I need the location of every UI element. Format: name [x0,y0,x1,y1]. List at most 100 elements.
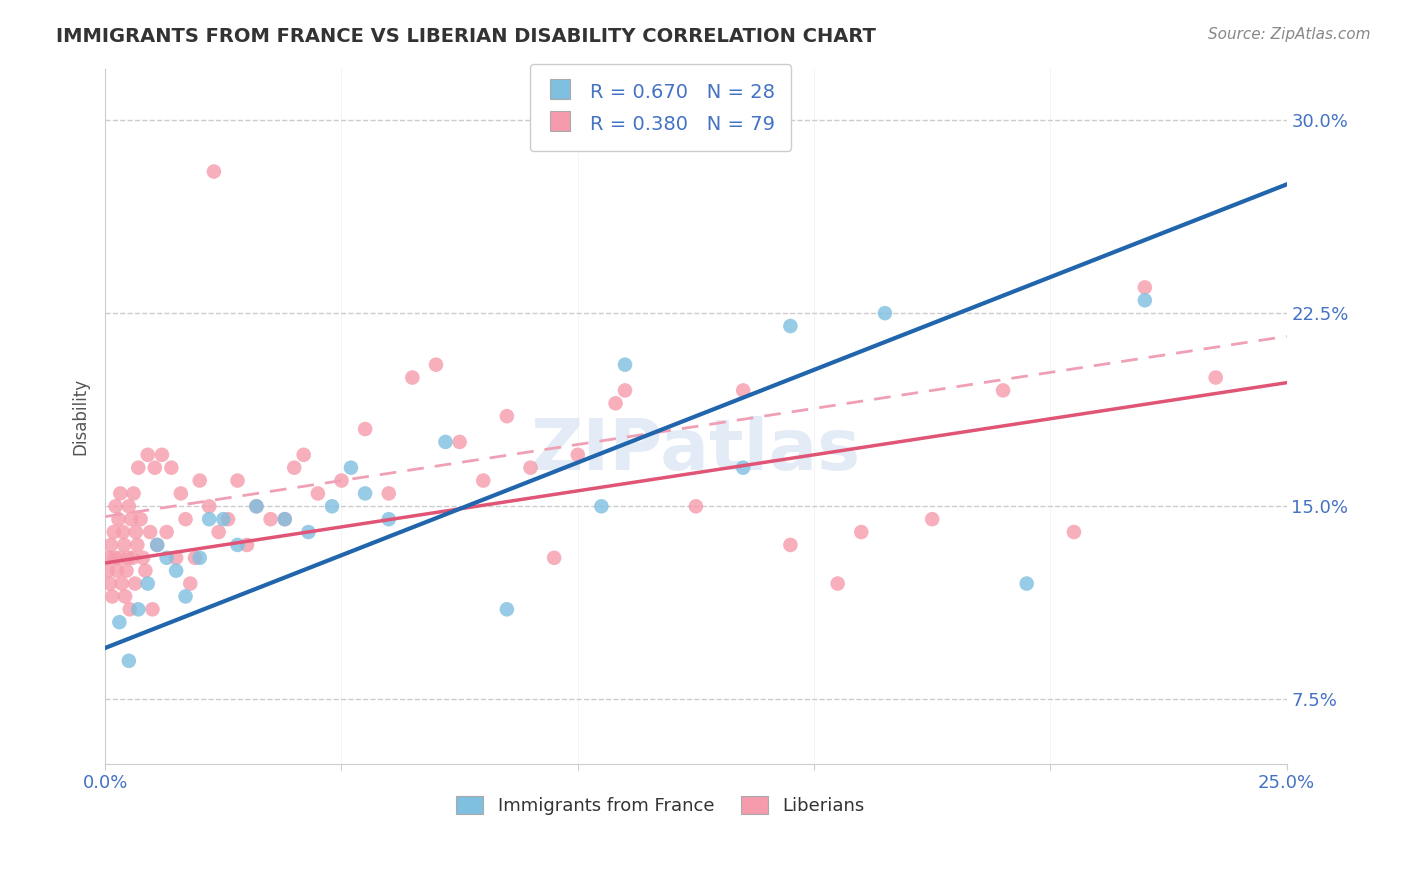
Point [297,524,319,539]
Point [174,512,197,526]
Point [165,564,187,578]
Point [1015,576,1038,591]
Point [354,422,377,436]
Text: IMMIGRANTS FROM FRANCE VS LIBERIAN DISABILITY CORRELATION CHART: IMMIGRANTS FROM FRANCE VS LIBERIAN DISAB… [56,27,876,45]
Point [136,448,159,462]
Point [107,512,129,526]
Point [198,500,221,514]
Point [114,590,136,604]
Point [188,550,211,565]
Point [129,512,152,526]
Point [105,564,128,578]
Point [104,550,127,565]
Y-axis label: Disability: Disability [72,377,89,455]
Point [134,564,156,578]
Point [434,434,457,449]
Point [124,576,146,591]
Point [274,512,297,526]
Point [779,538,801,552]
Point [120,512,142,526]
Point [217,512,239,526]
Point [143,460,166,475]
Point [146,538,169,552]
Point [605,396,627,410]
Point [125,524,148,539]
Text: ZIPatlas: ZIPatlas [531,417,860,485]
Point [160,460,183,475]
Point [733,460,755,475]
Point [377,512,399,526]
Point [340,460,363,475]
Point [118,602,141,616]
Point [851,524,873,539]
Point [1063,524,1085,539]
Point [165,550,187,565]
Point [103,524,125,539]
Legend: Immigrants from France, Liberians: Immigrants from France, Liberians [447,787,875,824]
Point [614,384,637,398]
Point [274,512,297,526]
Point [174,590,197,604]
Point [330,474,353,488]
Point [245,500,267,514]
Point [108,615,131,630]
Point [101,590,124,604]
Point [321,500,343,514]
Point [567,448,589,462]
Point [170,486,193,500]
Point [146,538,169,552]
Point [122,486,145,500]
Point [259,512,281,526]
Point [873,306,896,320]
Point [226,538,249,552]
Point [141,602,163,616]
Point [188,474,211,488]
Point [425,358,447,372]
Point [226,474,249,488]
Point [127,460,149,475]
Point [685,500,707,514]
Point [127,602,149,616]
Point [118,654,141,668]
Point [112,538,135,552]
Text: Source: ZipAtlas.com: Source: ZipAtlas.com [1208,27,1371,42]
Point [1133,293,1156,308]
Point [98,550,121,565]
Point [127,538,149,552]
Point [779,319,801,334]
Point [401,370,423,384]
Point [1133,280,1156,294]
Point [150,448,173,462]
Point [921,512,943,526]
Point [108,550,131,565]
Point [307,486,329,500]
Point [132,550,155,565]
Point [614,358,637,372]
Point [136,576,159,591]
Point [496,602,519,616]
Point [198,512,221,526]
Point [184,550,207,565]
Point [110,486,132,500]
Point [202,164,225,178]
Point [591,500,613,514]
Point [354,486,377,500]
Point [121,550,143,565]
Point [207,524,229,539]
Point [112,524,135,539]
Point [111,576,134,591]
Point [827,576,849,591]
Point [118,500,141,514]
Point [104,500,127,514]
Point [292,448,315,462]
Point [519,460,541,475]
Point [377,486,399,500]
Point [449,434,471,449]
Point [733,384,755,398]
Point [97,564,120,578]
Point [245,500,267,514]
Point [236,538,259,552]
Point [496,409,519,424]
Point [283,460,305,475]
Point [991,384,1014,398]
